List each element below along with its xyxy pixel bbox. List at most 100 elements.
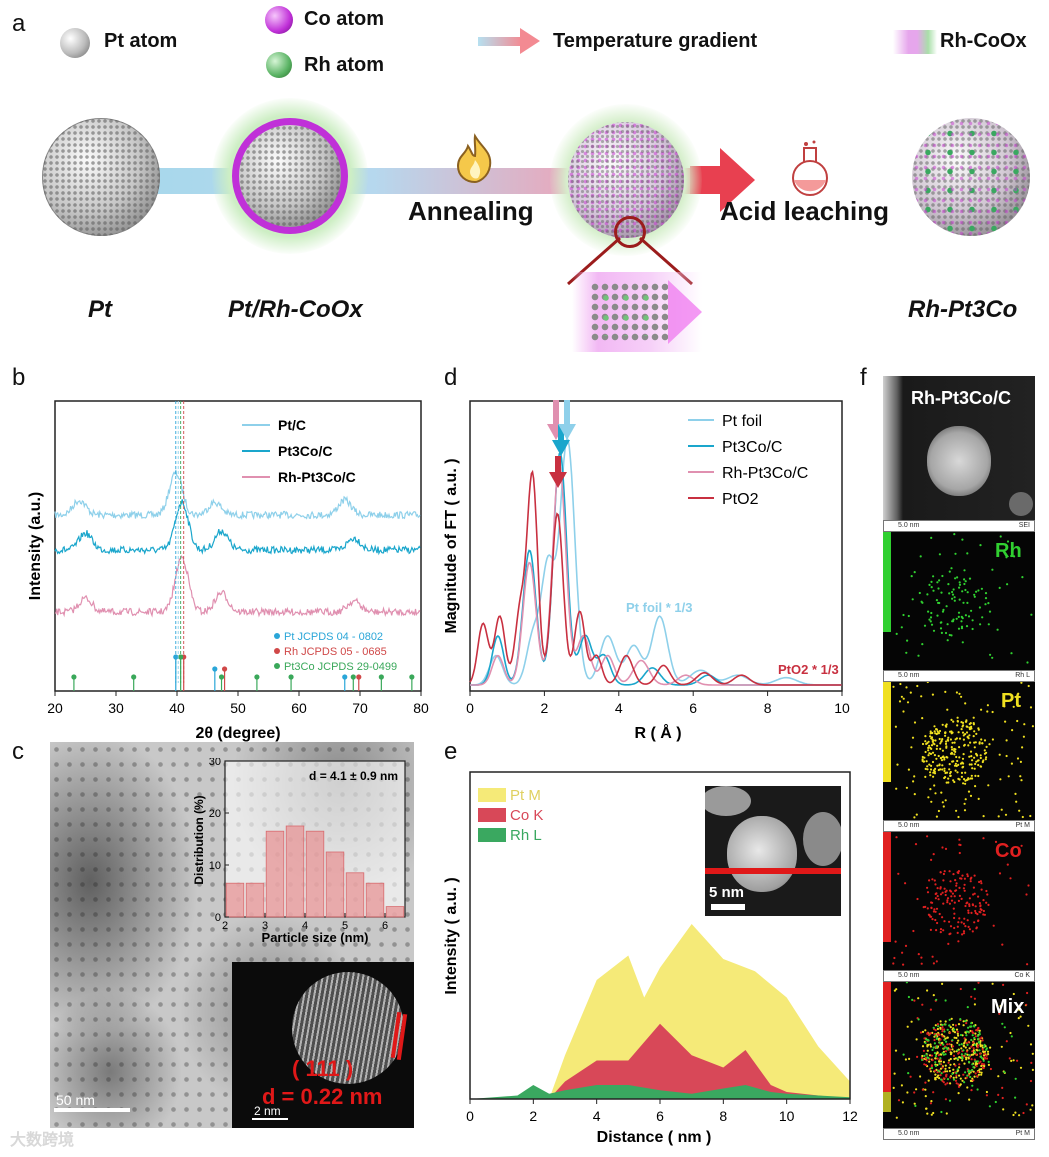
exafs-xtick-label: 2 [541, 700, 549, 716]
flame-icon [456, 133, 492, 184]
eds-footer-rh-line: Rh L [1015, 672, 1030, 679]
histogram-ytick-label: 0 [215, 912, 221, 924]
xrd-ref-dot [131, 674, 137, 680]
eds-footer-pt: 5.0 nm Pt M [883, 820, 1035, 832]
line-scan-xlabel: Distance ( nm ) [597, 1129, 712, 1146]
histogram-bar [265, 830, 285, 918]
xrd-series-1 [54, 499, 421, 556]
exafs-series-1 [470, 450, 842, 686]
xrd-series-2 [54, 554, 421, 618]
eds-footer-mix: 5.0 nm Pt M [883, 1128, 1035, 1140]
panel-label-e: e [444, 738, 458, 765]
eds-label-mix: Mix [991, 996, 1025, 1018]
acid-leaching-label: Acid leaching [720, 196, 890, 226]
haadf-footer-mode: SEI [1018, 522, 1030, 529]
co-atom-icon [265, 6, 293, 34]
haadf-footer-scale: 5.0 nm [898, 522, 920, 529]
xrd-ref-dot [71, 674, 77, 680]
line-scan-area-1 [470, 1023, 850, 1099]
pt-atom-label: Pt atom [104, 30, 178, 52]
pt-rh-coox-label: Pt/Rh-CoOx [228, 296, 363, 323]
panel-label-a: a [12, 10, 26, 37]
line-scan-xtick-label: 10 [779, 1108, 795, 1124]
rh-pt3co-nanoparticle-image [912, 118, 1030, 236]
exafs-chart: 0 2 4 6 8 10 Pt foil Pt3Co/C Rh-Pt3Co/C PtO2 … [443, 400, 850, 742]
haadf-title: Rh-Pt3Co/C [911, 388, 1011, 408]
histogram-xtick-label: 4 [302, 920, 308, 932]
xrd-xtick-label: 50 [230, 700, 246, 716]
histogram-ylabel: Distribution (%) [192, 795, 206, 884]
rh-atom-label: Rh atom [304, 54, 384, 76]
flask-icon [792, 140, 828, 196]
histogram-xlabel: Particle size (nm) [262, 930, 369, 945]
eds-map-mix: Mix [883, 982, 1035, 1128]
eds-map-rh: Rh [883, 532, 1035, 670]
eds-map-co: Co [883, 832, 1035, 970]
legend-pt-foil: Pt foil [722, 413, 762, 430]
pto2-peak-arrow-icon [549, 456, 567, 488]
legend-rh-pt3co: Rh-Pt3Co/C [722, 465, 808, 482]
xrd-ref-dot [409, 674, 415, 680]
exafs-xtick-label: 6 [689, 700, 697, 716]
pt-rh-coox-nanoparticle-image [232, 118, 348, 234]
legend-co-k: Co K [510, 807, 543, 824]
legend-pto2: PtO2 [722, 491, 759, 508]
eds-footer-mix-scale: 5.0 nm [898, 1130, 920, 1137]
line-scan-inset-image: 5 nm [705, 786, 841, 916]
xrd-xlabel: 2θ (degree) [195, 725, 280, 742]
panel-label-d: d [444, 364, 458, 391]
pt-nanoparticle-image [42, 118, 160, 236]
legend-pt3co-c: Pt3Co/C [278, 443, 332, 459]
panel-label-f: f [860, 364, 867, 391]
rh-coox-label: Rh-CoOx [940, 30, 1027, 52]
line-scan-ylabel: Intensity ( a.u. ) [443, 877, 460, 994]
line-scan-xtick-label: 8 [719, 1108, 727, 1124]
exafs-plot-frame [469, 400, 843, 692]
size-histogram: 2 3 4 5 6 0 10 20 30 d = 4.1 ± 0.9 nm Particle s… [192, 758, 406, 945]
legend-pt-c: Pt/C [278, 417, 306, 433]
histogram-annotation: d = 4.1 ± 0.9 nm [309, 769, 398, 783]
histogram-ytick-label: 20 [209, 808, 221, 820]
line-scan-area-2 [470, 1085, 850, 1099]
scan-line [705, 868, 841, 874]
exafs-xtick-label: 8 [764, 700, 772, 716]
tem-scale-bar [54, 1108, 130, 1112]
xrd-ref-dot [288, 674, 294, 680]
histogram-bar [305, 830, 325, 918]
histogram-ytick-label: 30 [209, 758, 221, 768]
exafs-series-0 [470, 436, 842, 686]
inset-scale-bar [711, 904, 745, 910]
line-scan-xtick-label: 0 [466, 1108, 474, 1124]
xrd-ref-dot [218, 674, 225, 680]
line-scan-xtick-label: 2 [529, 1108, 537, 1124]
xrd-xtick-label: 30 [108, 700, 124, 716]
histogram-bar [285, 825, 305, 918]
eds-footer-co: 5.0 nm Co K [883, 970, 1035, 982]
d-spacing-label: d = 0.22 nm [262, 1084, 383, 1109]
legend-swatch-co-k [478, 808, 506, 822]
histogram-bar [325, 851, 345, 918]
zoom-circle-icon [614, 216, 646, 248]
pt3co-peak-arrow-icon [552, 424, 570, 456]
eds-footer-rh: 5.0 nm Rh L [883, 670, 1035, 682]
ref-legend-pt3co: Pt3Co JCPDS 29-0499 [284, 661, 397, 673]
legend-swatch-pt-m [478, 788, 506, 802]
temperature-gradient-arrow-icon [478, 28, 540, 54]
eds-footer-co-scale: 5.0 nm [898, 972, 920, 979]
eds-footer-rh-scale: 5.0 nm [898, 672, 920, 679]
exafs-xtick-label: 0 [466, 700, 474, 716]
tem-scale-label: 50 nm [56, 1092, 95, 1108]
histogram-bar [345, 872, 365, 918]
co-atom-label: Co atom [304, 8, 384, 30]
xrd-series-0 [54, 469, 421, 521]
annot-pto2: PtO2 * 1/3 [778, 662, 839, 677]
eds-footer-pt-line: Pt M [1015, 822, 1030, 829]
pt-foil-peak-arrow-icon [558, 400, 576, 440]
rh-pt3co-label: Rh-Pt3Co [908, 296, 1018, 323]
exafs-series-3 [469, 469, 842, 686]
histogram-ytick-label: 10 [209, 860, 221, 872]
xrd-xtick-label: 70 [352, 700, 368, 716]
eds-label-co: Co [995, 840, 1022, 862]
xrd-ref-dot [378, 674, 384, 680]
line-scan-xtick-label: 6 [656, 1108, 664, 1124]
